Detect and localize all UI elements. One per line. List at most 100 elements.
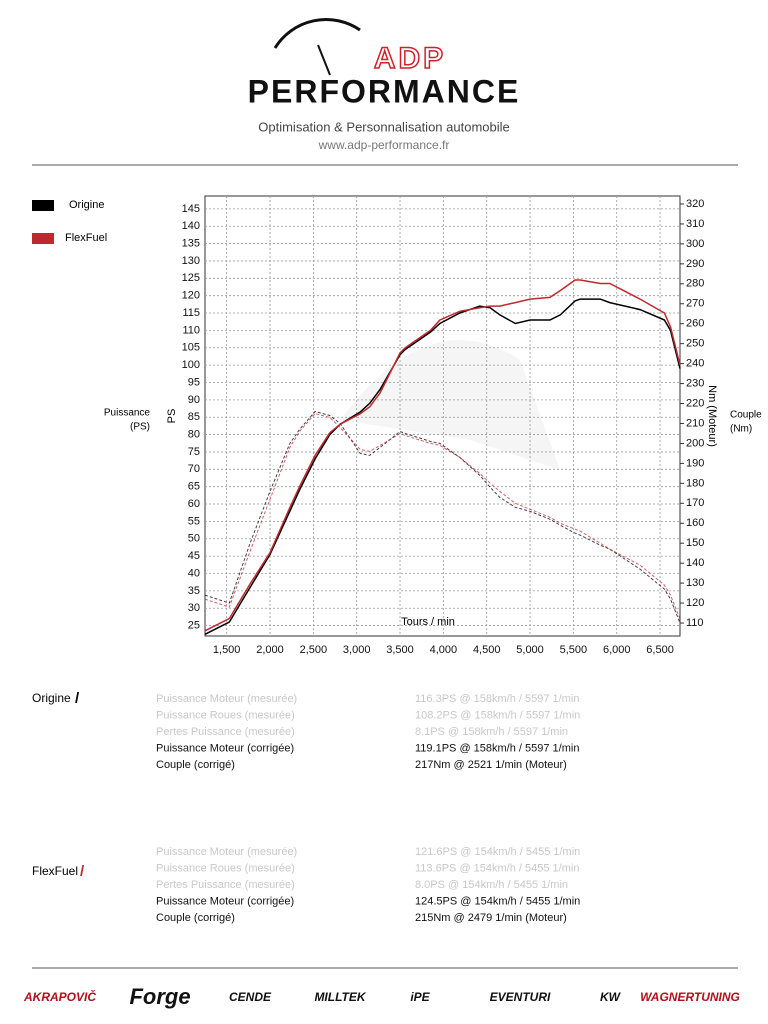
result-value: 124.5PS @ 154km/h / 5455 1/min xyxy=(415,895,580,907)
plot-frame xyxy=(204,195,681,637)
y-tick-label: 35 xyxy=(188,585,200,597)
sponsor-logo: Forge xyxy=(129,984,190,1009)
result-name: Puissance Moteur (mesurée) xyxy=(156,693,297,705)
y-tick-label: 45 xyxy=(188,550,200,562)
y2-title: Couple xyxy=(730,410,762,421)
sponsor-logo: WAGNERTUNING xyxy=(640,990,740,1004)
y2-tick-label: 160 xyxy=(686,517,704,529)
x-tick-label: 4,500 xyxy=(473,644,501,656)
result-value: 108.2PS @ 158km/h / 5597 1/min xyxy=(415,709,580,721)
y-tick-label: 120 xyxy=(182,290,200,302)
y-title: Puissance xyxy=(104,408,151,419)
y-tick-label: 125 xyxy=(182,272,200,284)
result-value: 215Nm @ 2479 1/min (Moteur) xyxy=(415,912,567,924)
y-tick-label: 105 xyxy=(182,342,200,354)
result-mark: / xyxy=(80,863,85,880)
y-tick-label: 55 xyxy=(188,515,200,527)
y2-tick-label: 290 xyxy=(686,258,704,270)
y2-tick-label: 310 xyxy=(686,218,704,230)
y2-tick-label: 170 xyxy=(686,497,704,509)
y-tick-label: 60 xyxy=(188,498,200,510)
y2-tick-label: 230 xyxy=(686,377,704,389)
y2-tick-label: 280 xyxy=(686,278,704,290)
result-name: Puissance Moteur (mesurée) xyxy=(156,846,297,858)
y-tick-label: 135 xyxy=(182,237,200,249)
brand: PERFORMANCE xyxy=(248,73,521,109)
sponsor-logo: EVENTURI xyxy=(490,990,551,1004)
x-tick-label: 2,500 xyxy=(300,644,328,656)
power-line xyxy=(204,298,681,635)
y-tick-label: 30 xyxy=(188,602,200,614)
y2-title: (Nm) xyxy=(730,424,752,435)
y-tick-label: 130 xyxy=(182,255,200,267)
y2-tick-label: 110 xyxy=(686,617,704,629)
y-tick-label: 115 xyxy=(182,307,200,319)
y2-tick-label: 250 xyxy=(686,338,704,350)
torque-line xyxy=(204,412,681,620)
result-name: Couple (corrigé) xyxy=(156,759,235,771)
result-name: Pertes Puissance (mesurée) xyxy=(156,726,295,738)
y-tick-label: 50 xyxy=(188,533,200,545)
x-tick-label: 5,000 xyxy=(516,644,544,656)
result-value: 217Nm @ 2521 1/min (Moteur) xyxy=(415,759,567,771)
legend-label: Origine xyxy=(69,199,104,211)
y-tick-label: 110 xyxy=(182,324,200,336)
y-tick-label: 140 xyxy=(182,220,200,232)
y-tick-label: 95 xyxy=(188,376,200,388)
sponsor-logo: MILLTEK xyxy=(314,990,366,1004)
result-value: 119.1PS @ 158km/h / 5597 1/min xyxy=(415,742,579,754)
y2-tick-label: 180 xyxy=(686,477,704,489)
x-tick-label: 3,500 xyxy=(386,644,414,656)
x-tick-label: 6,500 xyxy=(646,644,674,656)
y-tick-label: 75 xyxy=(188,446,200,458)
y-tick-label: 40 xyxy=(188,567,200,579)
y-tick-label: 65 xyxy=(188,481,200,493)
y2-axis-label: Nm (Moteur) xyxy=(706,385,718,447)
power-line xyxy=(204,279,681,632)
y-tick-label: 90 xyxy=(188,394,200,406)
watermark xyxy=(340,340,560,470)
x-tick-label: 3,000 xyxy=(343,644,371,656)
url: www.adp-performance.fr xyxy=(318,138,450,152)
y2-tick-label: 140 xyxy=(686,557,704,569)
y-tick-label: 25 xyxy=(188,619,200,631)
x-axis-label: Tours / min xyxy=(401,616,455,628)
y2-tick-label: 320 xyxy=(686,198,704,210)
torque-line xyxy=(204,410,681,624)
y2-tick-label: 300 xyxy=(686,238,704,250)
result-value: 121.6PS @ 154km/h / 5455 1/min xyxy=(415,846,580,858)
gauge-arc xyxy=(273,17,361,49)
sponsor-logo: CENDE xyxy=(229,990,272,1004)
x-tick-label: 1,500 xyxy=(213,644,241,656)
y-tick-label: 85 xyxy=(188,411,200,423)
sponsor-logo: KW xyxy=(600,990,622,1004)
result-value: 8.0PS @ 154km/h / 5455 1/min xyxy=(415,879,568,891)
x-tick-label: 2,000 xyxy=(256,644,284,656)
sponsor-logo: iPE xyxy=(410,990,430,1004)
result-name: Puissance Moteur (corrigée) xyxy=(156,742,294,754)
legend-swatch xyxy=(32,233,54,244)
y-tick-label: 70 xyxy=(188,463,200,475)
y-tick-label: 145 xyxy=(182,203,200,215)
result-value: 8.1PS @ 158km/h / 5597 1/min xyxy=(415,726,568,738)
y-axis-label: PS xyxy=(166,409,178,424)
y2-tick-label: 190 xyxy=(686,457,704,469)
sponsor-logo: AKRAPOVIČ xyxy=(23,989,96,1004)
y2-tick-label: 120 xyxy=(686,597,704,609)
result-name: Couple (corrigé) xyxy=(156,912,235,924)
legend-label: FlexFuel xyxy=(65,232,107,244)
y-title: (PS) xyxy=(130,422,150,433)
result-label: FlexFuel xyxy=(32,864,78,878)
y2-tick-label: 240 xyxy=(686,358,704,370)
y2-tick-label: 200 xyxy=(686,437,704,449)
y2-tick-label: 130 xyxy=(686,577,704,589)
result-value: 113.6PS @ 154km/h / 5455 1/min xyxy=(415,862,579,874)
y-tick-label: 80 xyxy=(188,428,200,440)
y2-tick-label: 210 xyxy=(686,417,704,429)
y-tick-label: 100 xyxy=(182,359,200,371)
y2-tick-label: 270 xyxy=(686,298,704,310)
tagline: Optimisation & Personnalisation automobi… xyxy=(258,119,509,134)
gauge-needle xyxy=(317,44,331,76)
result-label: Origine xyxy=(32,691,71,705)
